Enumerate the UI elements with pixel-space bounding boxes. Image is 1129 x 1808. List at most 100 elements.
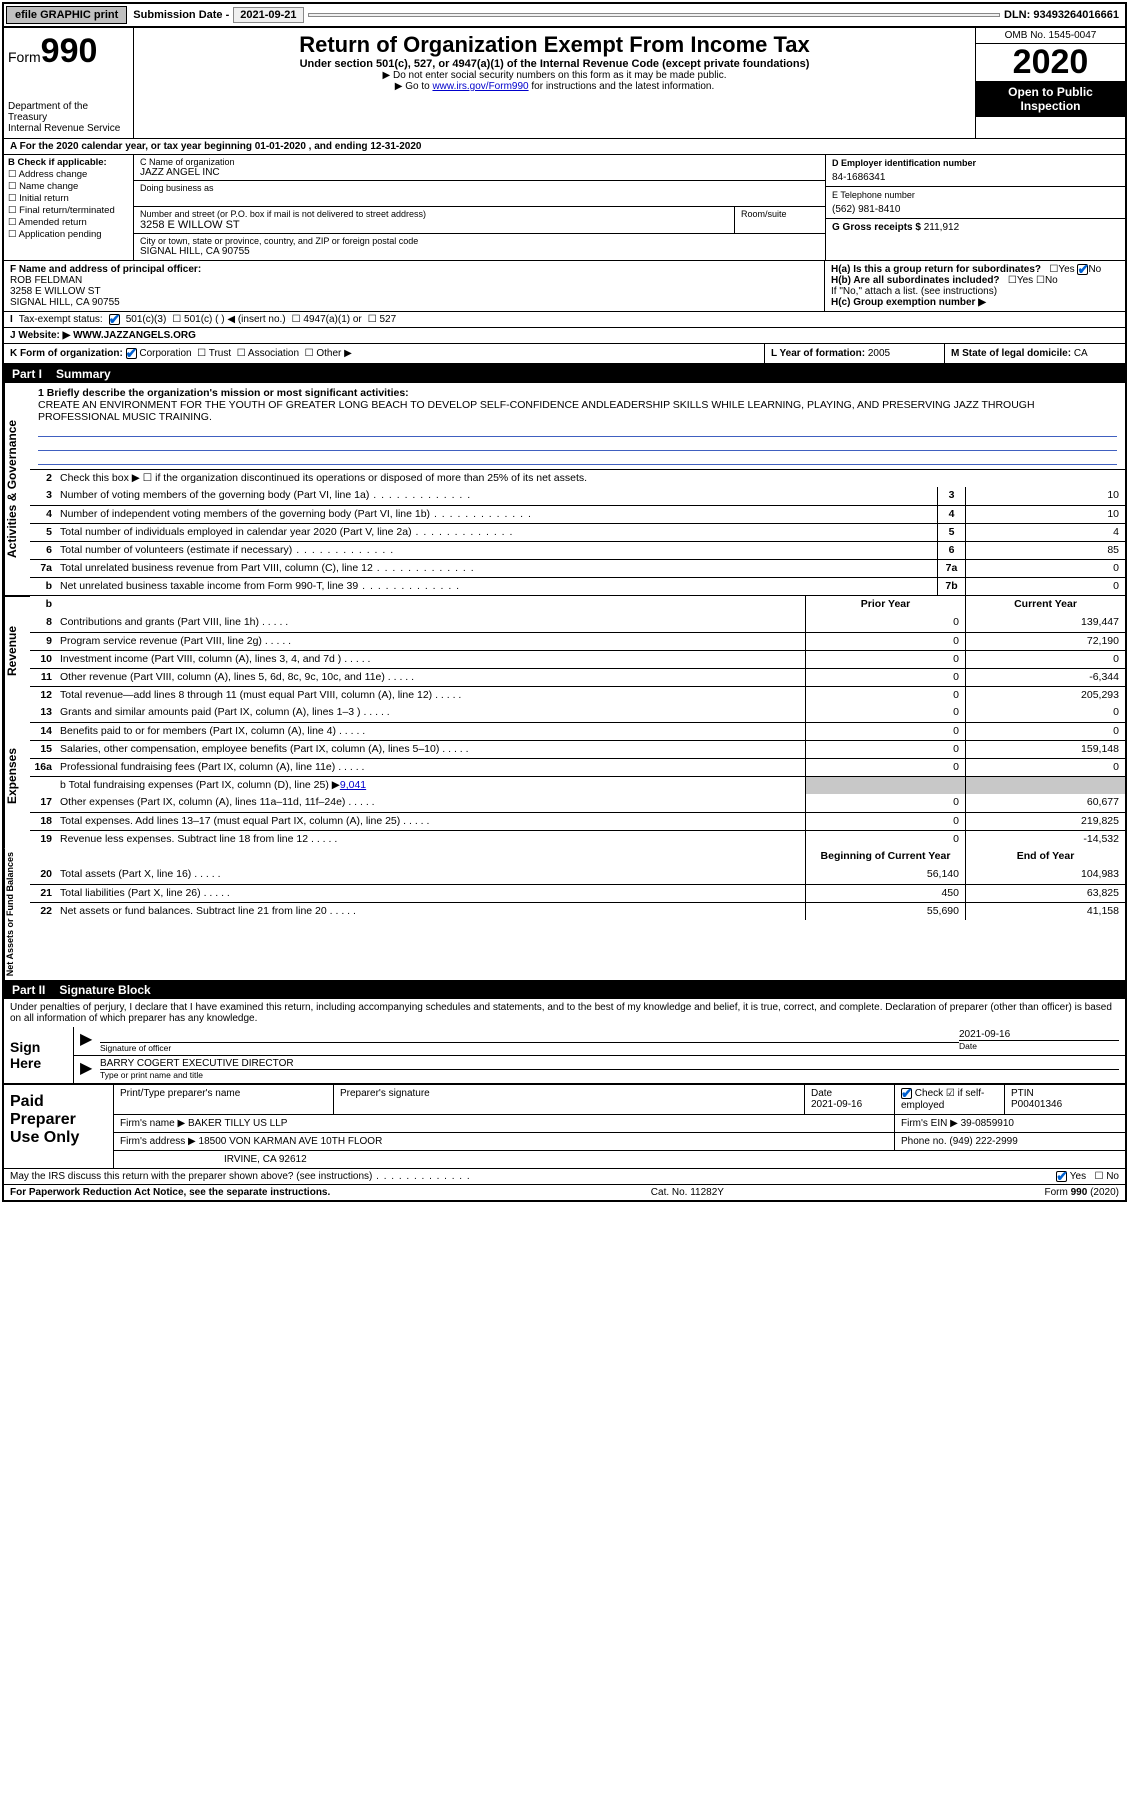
prep-ptin: PTINP00401346 [1005, 1085, 1125, 1113]
form-title: Return of Organization Exempt From Incom… [142, 32, 967, 58]
rev-line-11: Other revenue (Part VIII, column (A), li… [56, 669, 805, 686]
rev-prior-8: 0 [805, 614, 965, 632]
chk-initial-return[interactable]: ☐ Initial return [8, 193, 129, 204]
chk-501c3[interactable] [109, 314, 120, 325]
firm-phone: Phone no. (949) 222-2999 [895, 1133, 1125, 1150]
phone-cell: E Telephone number (562) 981-8410 [826, 187, 1125, 219]
h-block: H(a) Is this a group return for subordin… [825, 261, 1125, 311]
exp-prior-13: 0 [805, 704, 965, 722]
chk-app-pending[interactable]: ☐ Application pending [8, 229, 129, 240]
h-c: H(c) Group exemption number ▶ [831, 297, 1119, 308]
net-line-21: Total liabilities (Part X, line 26) [56, 885, 805, 902]
penalties-text: Under penalties of perjury, I declare th… [4, 999, 1125, 1027]
rev-line-10: Investment income (Part VIII, column (A)… [56, 651, 805, 668]
gov-line-5: Total number of individuals employed in … [56, 524, 937, 541]
topbar-spacer [308, 13, 1000, 17]
discuss-yes[interactable] [1056, 1171, 1067, 1182]
k-form-org: K Form of organization: Corporation ☐ Tr… [4, 344, 765, 363]
exp-line-15: Salaries, other compensation, employee b… [56, 741, 805, 758]
website-row: J Website: ▶ WWW.JAZZANGELS.ORG [4, 328, 1125, 344]
prep-selfemp: Check ☑ if self-employed [895, 1085, 1005, 1113]
org-name-cell: C Name of organization JAZZ ANGEL INC [134, 155, 825, 181]
gov-line-b: Net unrelated business taxable income fr… [56, 578, 937, 595]
ha-no-check[interactable] [1077, 264, 1088, 275]
exp-curr-15: 159,148 [965, 741, 1125, 758]
m-state: M State of legal domicile: CA [945, 344, 1125, 363]
rev-curr-10: 0 [965, 651, 1125, 668]
street-cell: Number and street (or P.O. box if mail i… [134, 207, 735, 233]
firm-addr: Firm's address ▶ 18500 VON KARMAN AVE 10… [114, 1133, 895, 1150]
ssn-notice: ▶ Do not enter social security numbers o… [142, 70, 967, 81]
irs-link[interactable]: www.irs.gov/Form990 [432, 81, 528, 92]
chk-corp[interactable] [126, 348, 137, 359]
fundraising-link[interactable]: 9,041 [340, 779, 366, 791]
gov-line-7a: Total unrelated business revenue from Pa… [56, 560, 937, 577]
vtab-expenses: Expenses [4, 704, 30, 848]
sig-officer-label: Signature of officer [100, 1043, 959, 1053]
shaded-cell [805, 777, 965, 794]
ein-cell: D Employer identification number 84-1686… [826, 155, 1125, 187]
mission-block: 1 Briefly describe the organization's mi… [30, 383, 1125, 469]
chk-final-return[interactable]: ☐ Final return/terminated [8, 205, 129, 216]
part2-bar: Part IISignature Block [4, 981, 1125, 999]
vtab-revenue: Revenue [4, 596, 30, 704]
rev-curr-9: 72,190 [965, 633, 1125, 650]
net-begin-21: 450 [805, 885, 965, 902]
chk-selfemp[interactable] [901, 1088, 912, 1099]
chk-address-change[interactable]: ☐ Address change [8, 169, 129, 180]
gov-line-4: Number of independent voting members of … [56, 506, 937, 523]
gov-val-7a: 0 [965, 560, 1125, 577]
h-a: H(a) Is this a group return for subordin… [831, 264, 1119, 275]
exp-prior-19: 0 [805, 831, 965, 848]
prep-name-head: Print/Type preparer's name [114, 1085, 334, 1113]
sign-date-label: Date [959, 1041, 1119, 1051]
net-begin-22: 55,690 [805, 903, 965, 920]
net-line-20: Total assets (Part X, line 16) [56, 866, 805, 884]
col-prior-year: Prior Year [805, 596, 965, 614]
form-header: Form990 Department of the Treasury Inter… [4, 28, 1125, 139]
exp-curr-16a: 0 [965, 759, 1125, 776]
gross-receipts-cell: G Gross receipts $ 211,912 [826, 219, 1125, 236]
top-bar: efile GRAPHIC print Submission Date - 20… [4, 4, 1125, 28]
firm-name: Firm's name ▶ BAKER TILLY US LLP [114, 1115, 895, 1132]
officer-cell: F Name and address of principal officer:… [4, 261, 825, 311]
arrow-icon: ▶ [80, 1058, 100, 1080]
col-b-checkboxes: B Check if applicable: ☐ Address change … [4, 155, 134, 260]
chk-name-change[interactable]: ☐ Name change [8, 181, 129, 192]
rev-curr-11: -6,344 [965, 669, 1125, 686]
col-begin-year: Beginning of Current Year [805, 848, 965, 866]
rev-line-9: Program service revenue (Part VIII, line… [56, 633, 805, 650]
firm-ein: Firm's EIN ▶ 39-0859910 [895, 1115, 1125, 1132]
sign-date: 2021-09-16 [959, 1029, 1119, 1041]
net-begin-20: 56,140 [805, 866, 965, 884]
exp-line-13: Grants and similar amounts paid (Part IX… [56, 704, 805, 722]
exp-curr-19: -14,532 [965, 831, 1125, 848]
efile-print-button[interactable]: efile GRAPHIC print [6, 6, 127, 24]
tax-year: 2020 [976, 44, 1125, 81]
exp-line-18: Total expenses. Add lines 13–17 (must eq… [56, 813, 805, 830]
gov-val-3: 10 [965, 487, 1125, 505]
sign-here-label: Sign Here [4, 1027, 74, 1083]
dept-treasury: Department of the Treasury Internal Reve… [8, 101, 129, 134]
chk-amended[interactable]: ☐ Amended return [8, 217, 129, 228]
rev-line-12: Total revenue—add lines 8 through 11 (mu… [56, 687, 805, 704]
exp-curr-13: 0 [965, 704, 1125, 722]
exp-line-14: Benefits paid to or for members (Part IX… [56, 723, 805, 740]
open-to-public: Open to Public Inspection [976, 81, 1125, 117]
exp-curr-18: 219,825 [965, 813, 1125, 830]
gov-val-5: 4 [965, 524, 1125, 541]
exp-line-19: Revenue less expenses. Subtract line 18 … [56, 831, 805, 848]
tax-exempt-row: I Tax-exempt status: 501(c)(3) ☐ 501(c) … [4, 312, 1125, 328]
h-b: H(b) Are all subordinates included? ☐Yes… [831, 275, 1119, 286]
net-end-21: 63,825 [965, 885, 1125, 902]
exp-curr-17: 60,677 [965, 794, 1125, 812]
part1-bar: Part ISummary [4, 365, 1125, 383]
line2: Check this box ▶ ☐ if the organization d… [56, 470, 1125, 487]
paid-preparer-label: Paid Preparer Use Only [4, 1085, 114, 1167]
officer-name-label: Type or print name and title [100, 1070, 1119, 1080]
vtab-netassets: Net Assets or Fund Balances [4, 848, 30, 980]
exp-prior-18: 0 [805, 813, 965, 830]
subdate-value: 2021-09-21 [233, 7, 303, 23]
exp-curr-14: 0 [965, 723, 1125, 740]
exp-line-17: Other expenses (Part IX, column (A), lin… [56, 794, 805, 812]
